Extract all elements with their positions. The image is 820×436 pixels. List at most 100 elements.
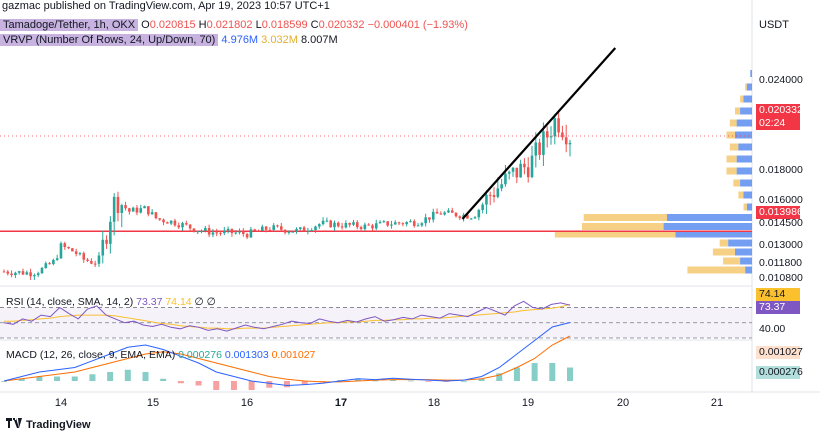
macd-histogram-bar [354, 378, 361, 381]
candle-body [374, 223, 378, 229]
price-axis-label: 0.016000 [759, 194, 803, 206]
candle-body [200, 230, 203, 232]
symbol-title[interactable]: Tamadoge/Tether, 1h, OKX [0, 19, 139, 31]
candle-body [363, 224, 367, 229]
candle-body [10, 273, 13, 276]
candle-body [439, 213, 443, 215]
candle-body [40, 267, 44, 274]
volume-profile-down-bar [726, 131, 735, 139]
volume-profile-up-bar [740, 107, 752, 115]
rsi-level-label: 40.00 [759, 323, 786, 335]
candle-body [454, 212, 458, 217]
candle-body [424, 217, 427, 224]
macd-histogram-bar [496, 373, 503, 381]
candle-body [33, 275, 36, 277]
candle-body [549, 136, 553, 138]
volume-profile-up-bar [750, 70, 752, 77]
volume-profile-down-bar [738, 191, 744, 199]
candle-body [336, 222, 340, 227]
candle-body [416, 225, 420, 227]
candle-body [564, 137, 568, 145]
candle-body [298, 227, 302, 229]
candle-body [105, 239, 108, 244]
candle-body [261, 226, 264, 231]
candle-body [143, 206, 146, 209]
candle-body [378, 221, 382, 224]
volume-profile-down-bar [743, 203, 747, 211]
volume-profile-up-bar [736, 155, 752, 163]
footer-brand[interactable]: TradingView [6, 418, 91, 431]
volume-profile-down-bar [582, 223, 664, 230]
candle-body [29, 272, 32, 277]
time-axis-label: 20 [616, 397, 630, 409]
candle-body [181, 223, 184, 228]
candle-body [473, 217, 477, 219]
time-axis-label: 15 [146, 397, 160, 409]
candle-body [306, 230, 310, 232]
time-axis-label: 19 [521, 397, 535, 409]
candle-body [112, 196, 116, 222]
candle-body [450, 210, 454, 213]
candle-body [515, 167, 519, 178]
volume-profile-down-bar [583, 214, 667, 221]
close-key: C [310, 19, 319, 31]
candle-body [245, 234, 249, 238]
volume-profile-up-bar [736, 119, 752, 127]
candle-body [542, 131, 545, 155]
macd-histogram-bar [18, 378, 25, 381]
vrvp-title[interactable]: VRVP (Number Of Rows, 24, Up/Down, 70) [0, 34, 219, 46]
rsi-label[interactable]: RSI (14, close, SMA, 14, 2) [6, 296, 134, 308]
close-value: 0.020332 [318, 19, 365, 31]
volume-profile-up-bar [736, 167, 752, 175]
candle-body [485, 194, 488, 205]
macd-histogram-bar [372, 380, 379, 382]
candle-body [390, 224, 393, 226]
candle-body [359, 227, 363, 229]
candle-body [86, 259, 89, 262]
candle-body [93, 263, 97, 265]
rsi-ma-line [4, 303, 571, 330]
candle-body [333, 222, 336, 228]
macd-hist-value: 0.000276 [178, 349, 222, 361]
hline-price-tag: 0.013986 [756, 206, 803, 219]
countdown-tag: 02:24 [756, 117, 800, 130]
candle-body [500, 184, 503, 189]
macd-histogram-bar [71, 376, 78, 381]
candle-body [469, 218, 473, 220]
macd-histogram-bar [301, 381, 308, 385]
candle-body [397, 222, 401, 224]
candle-body [302, 227, 306, 232]
candle-body [162, 219, 165, 223]
vrvp-down-volume: 3.032M [261, 34, 298, 46]
rsi-ma-tag: 74.14 [756, 288, 800, 301]
candle-body [44, 263, 48, 268]
candle-body [466, 214, 469, 219]
candle-body [530, 155, 534, 178]
price-axis-label: 0.010800 [759, 272, 803, 284]
candle-body [21, 271, 25, 275]
main-legend: Tamadoge/Tether, 1h, OKX O0.020815 H0.02… [0, 18, 468, 33]
candle-body [283, 229, 287, 233]
candle-body [71, 248, 74, 252]
volume-profile-down-bar [740, 95, 744, 103]
current-price-tag: 0.020332 [756, 104, 803, 117]
candle-body [534, 142, 538, 156]
rsi-flags: ∅ ∅ [194, 296, 216, 308]
candle-body [59, 243, 63, 259]
macd-histogram-bar [425, 381, 432, 382]
candle-body [393, 222, 397, 225]
price-axis-label: 0.011800 [759, 257, 803, 269]
currency-label: USDT [759, 19, 789, 31]
candle-body [128, 208, 131, 212]
candle-body [67, 246, 70, 249]
candle-body [78, 253, 82, 255]
candle-body [477, 209, 481, 218]
candle-body [116, 196, 120, 213]
macd-label[interactable]: MACD (12, 26, close, 9, EMA, EMA) [6, 349, 176, 361]
volume-profile-up-bar [746, 203, 752, 211]
candle-body [257, 230, 260, 232]
candle-body [238, 231, 241, 233]
candle-body [538, 142, 541, 155]
candle-body [280, 226, 283, 230]
